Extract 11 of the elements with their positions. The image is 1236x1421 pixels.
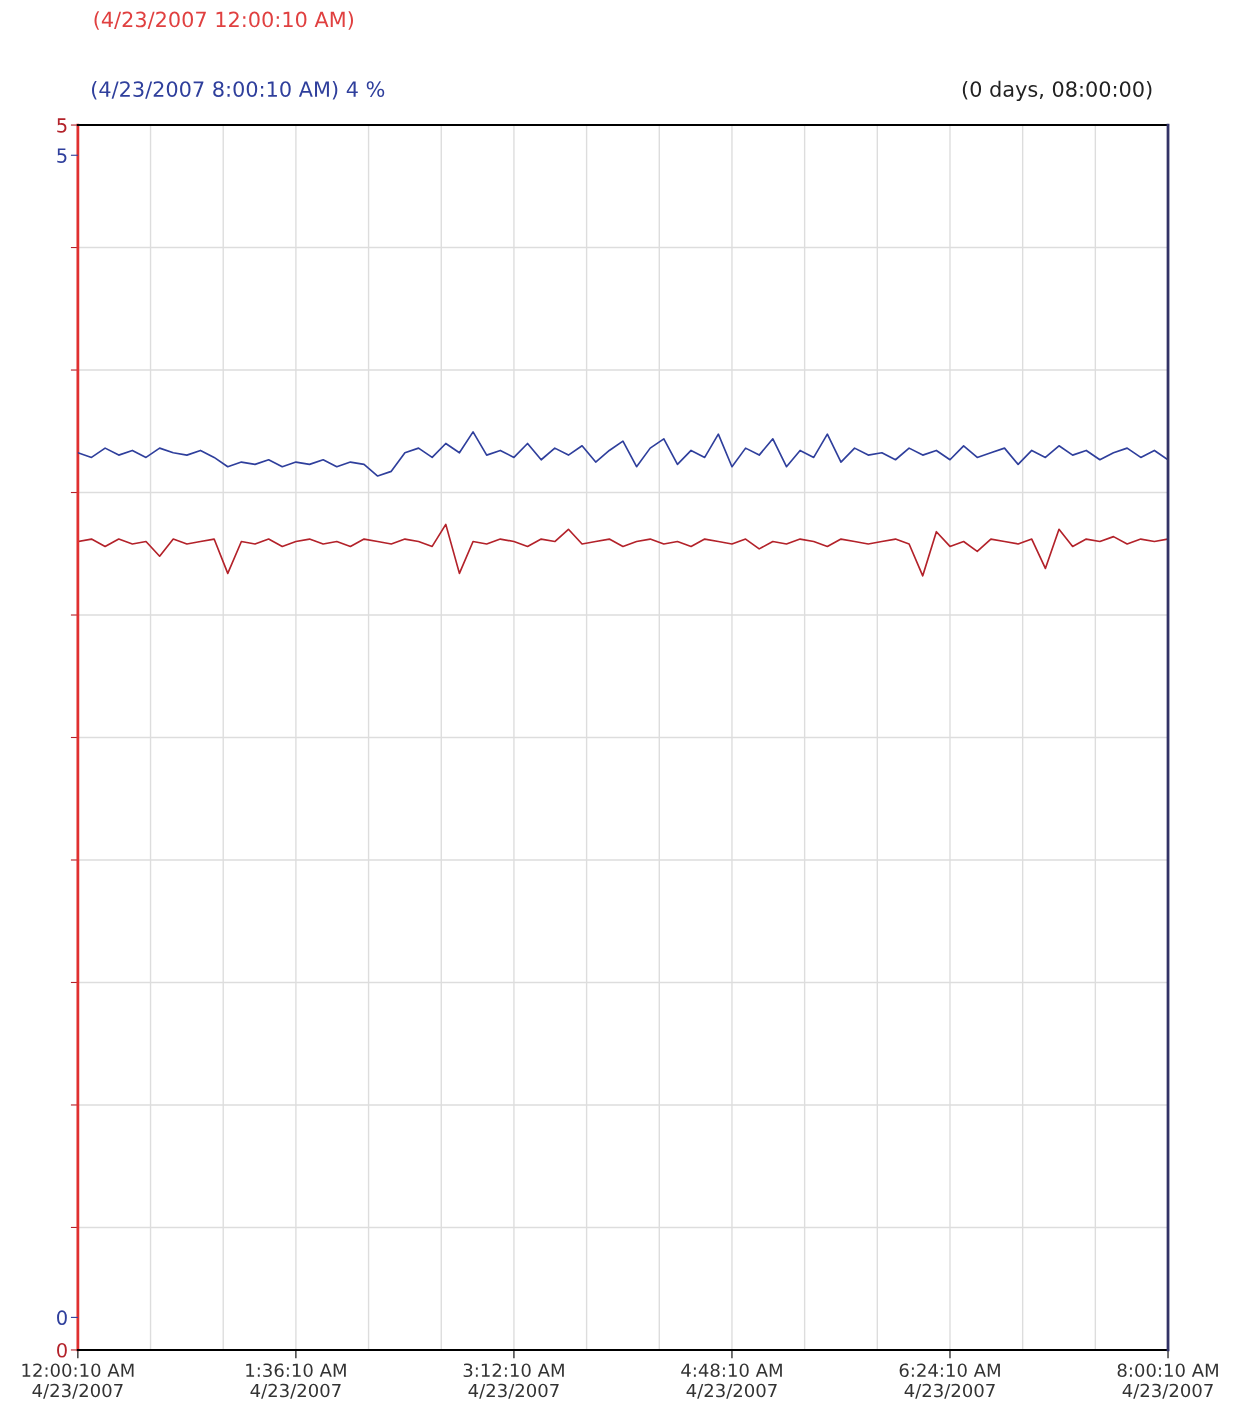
x-tick-label: 6:24:10 AM 4/23/2007	[899, 1363, 1000, 1399]
x-tick-label: 12:00:10 AM 4/23/2007	[22, 1363, 134, 1399]
text: (4/23/2007 8:00:10 AM) 4 %	[92, 80, 385, 100]
x-tick-label: 8:00:10 AM 4/23/2007	[1117, 1363, 1218, 1399]
text: (0 days, 08:00:00)	[962, 80, 1152, 102]
x-tick-label: 4:48:10 AM 4/23/2007	[681, 1363, 782, 1399]
x-tick-label: 3:12:10 AM 4/23/2007	[463, 1363, 564, 1399]
x-tick-label: 1:36:10 AM 4/23/2007	[246, 1363, 346, 1399]
line-series	[77, 431, 1169, 477]
text: (4/23/2007 12:00:10 AM)	[94, 11, 354, 30]
line-series	[77, 523, 1169, 577]
